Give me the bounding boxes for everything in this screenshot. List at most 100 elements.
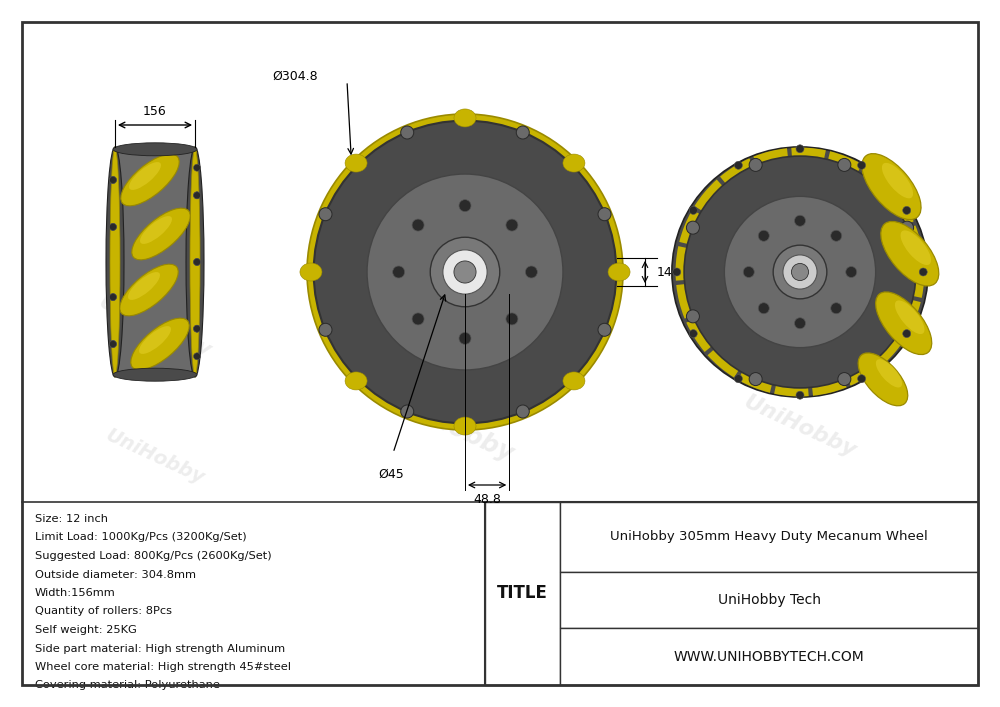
Circle shape — [794, 317, 806, 329]
Text: UniHobby Tech: UniHobby Tech — [718, 593, 820, 607]
Circle shape — [319, 208, 332, 221]
Circle shape — [109, 341, 116, 348]
Ellipse shape — [895, 300, 924, 334]
Circle shape — [109, 341, 116, 348]
Wedge shape — [791, 148, 826, 162]
Text: UniHobby: UniHobby — [96, 292, 214, 362]
Wedge shape — [886, 192, 914, 226]
Circle shape — [734, 161, 742, 169]
Ellipse shape — [120, 264, 178, 316]
Circle shape — [783, 255, 817, 289]
Circle shape — [734, 375, 742, 382]
Wedge shape — [676, 284, 696, 319]
Ellipse shape — [345, 154, 367, 172]
Bar — [485, 502, 560, 685]
Ellipse shape — [132, 208, 190, 260]
Circle shape — [506, 219, 518, 231]
Ellipse shape — [858, 353, 908, 406]
Wedge shape — [676, 246, 690, 281]
Ellipse shape — [881, 221, 939, 286]
Ellipse shape — [300, 263, 322, 281]
Text: UniHobby: UniHobby — [741, 392, 859, 462]
Ellipse shape — [129, 162, 161, 190]
Circle shape — [858, 375, 866, 382]
Ellipse shape — [901, 230, 931, 265]
Circle shape — [858, 161, 866, 169]
Wedge shape — [738, 369, 773, 393]
Circle shape — [796, 391, 804, 399]
Ellipse shape — [563, 154, 585, 172]
Ellipse shape — [140, 216, 172, 244]
Ellipse shape — [608, 263, 630, 281]
Bar — [115, 147, 195, 377]
Circle shape — [598, 323, 611, 337]
Ellipse shape — [113, 368, 197, 381]
Circle shape — [393, 266, 405, 278]
Circle shape — [919, 268, 927, 276]
Circle shape — [109, 293, 116, 300]
Ellipse shape — [876, 292, 932, 355]
Circle shape — [194, 325, 201, 332]
Wedge shape — [753, 148, 788, 168]
Ellipse shape — [139, 326, 171, 354]
Ellipse shape — [345, 372, 367, 390]
Ellipse shape — [862, 153, 921, 220]
Circle shape — [109, 293, 116, 300]
Circle shape — [901, 310, 914, 323]
Text: Side part material: High strength Aluminum: Side part material: High strength Alumin… — [35, 643, 285, 653]
Circle shape — [307, 114, 623, 430]
Wedge shape — [846, 358, 880, 386]
Text: Suggested Load: 800Kg/Pcs (2600Kg/Set): Suggested Load: 800Kg/Pcs (2600Kg/Set) — [35, 551, 272, 561]
Text: Quantity of rollers: 8Pcs: Quantity of rollers: 8Pcs — [35, 607, 172, 617]
Ellipse shape — [113, 143, 197, 156]
Circle shape — [506, 313, 518, 325]
Bar — [560, 629, 978, 685]
Circle shape — [758, 230, 769, 241]
Wedge shape — [897, 299, 921, 334]
Circle shape — [598, 208, 611, 221]
Circle shape — [724, 197, 876, 348]
Text: Width:156mm: Width:156mm — [35, 588, 116, 598]
Circle shape — [794, 215, 806, 226]
Circle shape — [459, 199, 471, 211]
Circle shape — [901, 221, 914, 234]
Circle shape — [689, 329, 697, 338]
Wedge shape — [875, 332, 906, 365]
Text: Covering material: Polyurethane: Covering material: Polyurethane — [35, 681, 220, 691]
Circle shape — [686, 221, 699, 234]
Bar — [485, 502, 978, 685]
Ellipse shape — [190, 147, 200, 377]
Ellipse shape — [128, 272, 160, 300]
Circle shape — [773, 245, 827, 299]
Text: Limit Load: 1000Kg/Pcs (3200Kg/Set): Limit Load: 1000Kg/Pcs (3200Kg/Set) — [35, 532, 247, 542]
Ellipse shape — [106, 147, 124, 377]
Circle shape — [367, 174, 563, 370]
Circle shape — [401, 405, 414, 418]
Circle shape — [838, 373, 851, 385]
Circle shape — [109, 177, 116, 184]
Circle shape — [319, 323, 332, 337]
Bar — [560, 502, 978, 571]
Circle shape — [194, 353, 201, 360]
Circle shape — [194, 164, 201, 171]
Wedge shape — [686, 317, 714, 352]
Text: UniHobby: UniHobby — [733, 247, 867, 327]
Circle shape — [443, 250, 487, 294]
Circle shape — [454, 261, 476, 283]
Wedge shape — [694, 180, 725, 213]
Wedge shape — [859, 166, 892, 197]
Text: UniHobby 305mm Heavy Duty Mecanum Wheel: UniHobby 305mm Heavy Duty Mecanum Wheel — [610, 530, 928, 543]
Text: 14: 14 — [657, 266, 673, 279]
Wedge shape — [827, 151, 862, 175]
Ellipse shape — [131, 318, 189, 370]
Ellipse shape — [186, 147, 204, 377]
Circle shape — [903, 329, 911, 338]
Circle shape — [831, 230, 842, 241]
Ellipse shape — [563, 372, 585, 390]
Circle shape — [749, 158, 762, 171]
Text: UniHobby: UniHobby — [383, 387, 517, 467]
Circle shape — [109, 223, 116, 230]
Circle shape — [109, 223, 116, 230]
Circle shape — [831, 303, 842, 314]
Circle shape — [791, 264, 809, 281]
